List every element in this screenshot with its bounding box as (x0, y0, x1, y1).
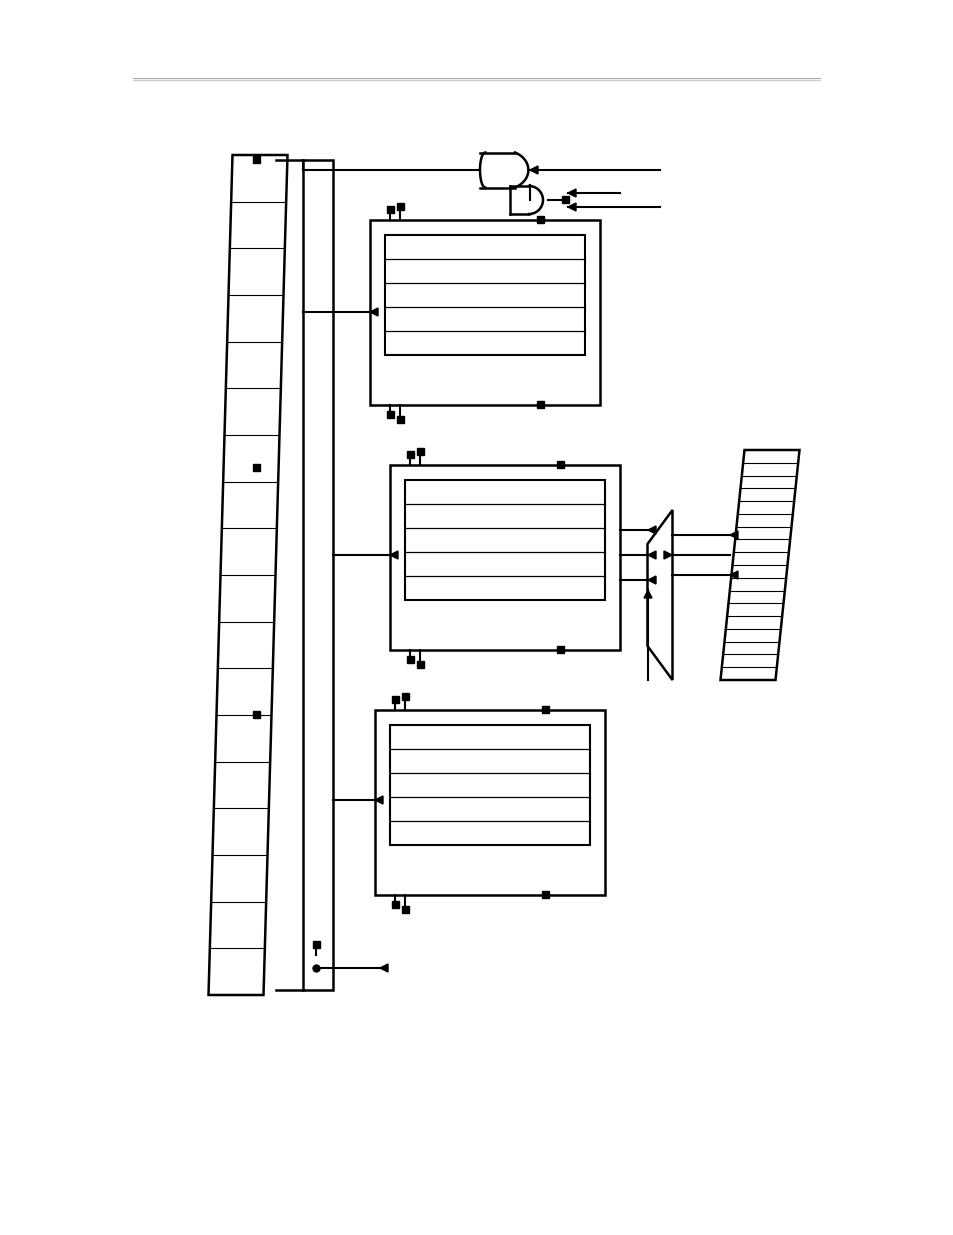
Bar (416, 448, 423, 454)
Polygon shape (390, 551, 397, 559)
Bar (541, 890, 548, 898)
Bar (537, 401, 543, 408)
Polygon shape (647, 551, 656, 559)
Bar (303, 161, 333, 990)
Polygon shape (375, 797, 382, 804)
Polygon shape (530, 165, 537, 174)
Bar (401, 906, 409, 913)
Bar (390, 725, 589, 845)
Bar (416, 661, 423, 668)
Polygon shape (647, 576, 656, 584)
Polygon shape (647, 526, 656, 534)
Bar (537, 216, 543, 224)
Bar (253, 464, 260, 471)
Bar (405, 480, 604, 600)
Bar (541, 706, 548, 713)
Bar (313, 941, 319, 948)
Polygon shape (567, 203, 576, 211)
Bar (253, 156, 260, 163)
Bar (392, 697, 398, 703)
Polygon shape (720, 450, 799, 680)
Polygon shape (370, 308, 377, 316)
Bar (396, 203, 403, 210)
Bar (375, 710, 604, 895)
Bar (407, 451, 414, 458)
Bar (557, 646, 563, 653)
Bar (385, 235, 584, 354)
Polygon shape (663, 551, 671, 559)
Bar (401, 693, 409, 700)
Polygon shape (729, 571, 738, 579)
Bar (392, 902, 398, 908)
Bar (561, 196, 568, 203)
Polygon shape (643, 590, 651, 598)
Bar (253, 711, 260, 718)
Polygon shape (209, 156, 287, 995)
Bar (396, 416, 403, 424)
Bar (407, 656, 414, 663)
Bar (387, 411, 394, 417)
Bar (390, 466, 619, 650)
Bar (387, 206, 394, 212)
Polygon shape (647, 510, 672, 680)
Bar (370, 220, 599, 405)
Polygon shape (567, 189, 576, 198)
Bar (557, 461, 563, 468)
Polygon shape (729, 531, 738, 538)
Polygon shape (379, 965, 388, 972)
